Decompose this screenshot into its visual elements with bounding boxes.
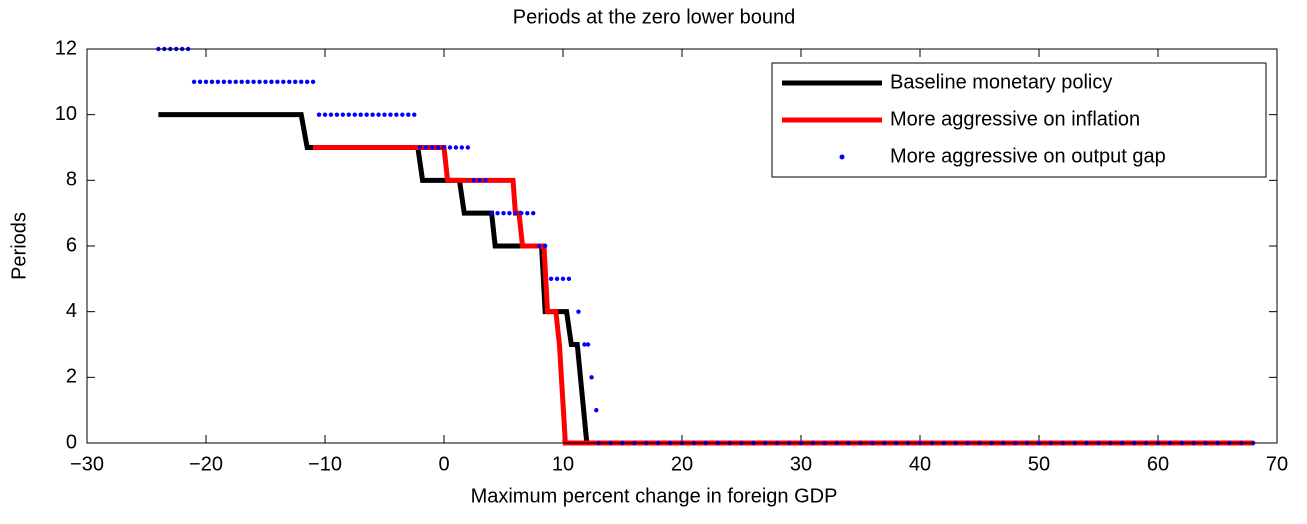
- series-dot: [352, 112, 357, 117]
- x-tick-label: 60: [1147, 453, 1169, 475]
- series-dot: [281, 79, 286, 85]
- y-tick-label: 8: [66, 169, 77, 191]
- y-tick-label: 10: [55, 103, 77, 125]
- series-dot: [507, 210, 512, 216]
- series-dot: [489, 210, 494, 216]
- series-dot: [400, 112, 405, 117]
- series-dot: [382, 112, 387, 117]
- x-tick-label: 30: [790, 453, 812, 475]
- series-dot: [263, 79, 268, 85]
- series-dot: [560, 276, 566, 282]
- series-dot: [447, 145, 453, 150]
- series-dot: [376, 112, 381, 117]
- series-dot: [304, 79, 310, 85]
- series-dot: [412, 112, 417, 117]
- series-dot: [233, 79, 238, 85]
- y-tick-label: 4: [66, 300, 77, 322]
- y-tick-label: 6: [66, 234, 77, 256]
- series-dot: [346, 112, 351, 117]
- series-dot: [453, 145, 459, 150]
- chart-title: Periods at the zero lower bound: [513, 6, 795, 28]
- legend-label: More aggressive on inflation: [890, 108, 1140, 130]
- series-dot: [191, 79, 197, 85]
- series-dot: [269, 79, 274, 85]
- x-tick-label: 20: [671, 453, 693, 475]
- series-dot: [429, 145, 435, 150]
- series-dot: [239, 79, 244, 85]
- series-dot: [589, 375, 594, 380]
- series-dot: [215, 79, 221, 85]
- series-dot: [394, 112, 399, 117]
- series-dot: [441, 145, 447, 150]
- series-dot: [287, 79, 292, 85]
- series-dot: [585, 342, 591, 347]
- series-dot: [316, 112, 322, 117]
- series-dot: [293, 79, 298, 85]
- series-dot: [340, 112, 346, 117]
- series-dot: [471, 178, 476, 183]
- series-dot: [334, 112, 340, 117]
- series-dot: [358, 112, 363, 117]
- series-dot: [257, 79, 262, 85]
- series-dot: [576, 309, 581, 314]
- series-dot: [251, 79, 256, 85]
- series-dot: [582, 342, 587, 347]
- x-axis-label: Maximum percent change in foreign GDP: [471, 485, 838, 507]
- series-dot: [501, 210, 506, 216]
- series-dot: [459, 145, 465, 150]
- series-dot: [525, 210, 530, 216]
- series-dot: [418, 145, 423, 150]
- y-tick-label: 2: [66, 366, 77, 388]
- x-tick-label: 70: [1266, 453, 1288, 475]
- series-dot: [423, 145, 429, 150]
- series-dot: [328, 112, 334, 117]
- series-dot: [483, 178, 488, 183]
- series-dot: [275, 79, 280, 85]
- series-dot: [209, 79, 215, 85]
- legend-label: Baseline monetary policy: [890, 71, 1112, 93]
- y-tick-label: 12: [55, 37, 77, 59]
- x-tick-label: −20: [189, 453, 223, 475]
- series-dot: [537, 243, 542, 249]
- series-dot: [477, 178, 482, 183]
- y-axis-label: Periods: [8, 212, 30, 280]
- series-dot: [406, 112, 411, 117]
- series-dot: [548, 276, 554, 282]
- series-dot: [197, 79, 203, 85]
- x-tick-label: 10: [552, 453, 574, 475]
- x-tick-label: 50: [1028, 453, 1050, 475]
- series-dot: [531, 210, 536, 216]
- series-dot: [465, 145, 470, 150]
- plot-frame: [86, 48, 1278, 444]
- series-dot: [299, 79, 304, 85]
- series-dot: [519, 210, 524, 216]
- series-line: [313, 145, 1254, 446]
- series-dot: [542, 243, 548, 249]
- y-tick-label: 0: [66, 431, 77, 453]
- legend-label: More aggressive on output gap: [890, 145, 1166, 167]
- x-tick-label: 40: [909, 453, 931, 475]
- series-dot: [495, 210, 500, 216]
- x-tick-label: −10: [308, 453, 342, 475]
- x-tick-label: 0: [438, 453, 449, 475]
- series-dot: [310, 79, 316, 85]
- series-dot: [566, 276, 572, 282]
- series-dot: [513, 210, 518, 216]
- series-dot: [322, 112, 328, 117]
- series-dot: [245, 79, 250, 85]
- series-dot: [227, 79, 232, 85]
- series-dot: [554, 276, 560, 282]
- series-dot: [370, 112, 375, 117]
- series-dot: [388, 112, 393, 117]
- series-dot: [435, 145, 441, 150]
- series-dot: [203, 79, 209, 85]
- x-tick-label: −30: [70, 453, 104, 475]
- series-dot: [364, 112, 369, 117]
- series-dot: [594, 407, 599, 413]
- series-dot: [221, 79, 227, 85]
- legend-swatch: [839, 154, 845, 160]
